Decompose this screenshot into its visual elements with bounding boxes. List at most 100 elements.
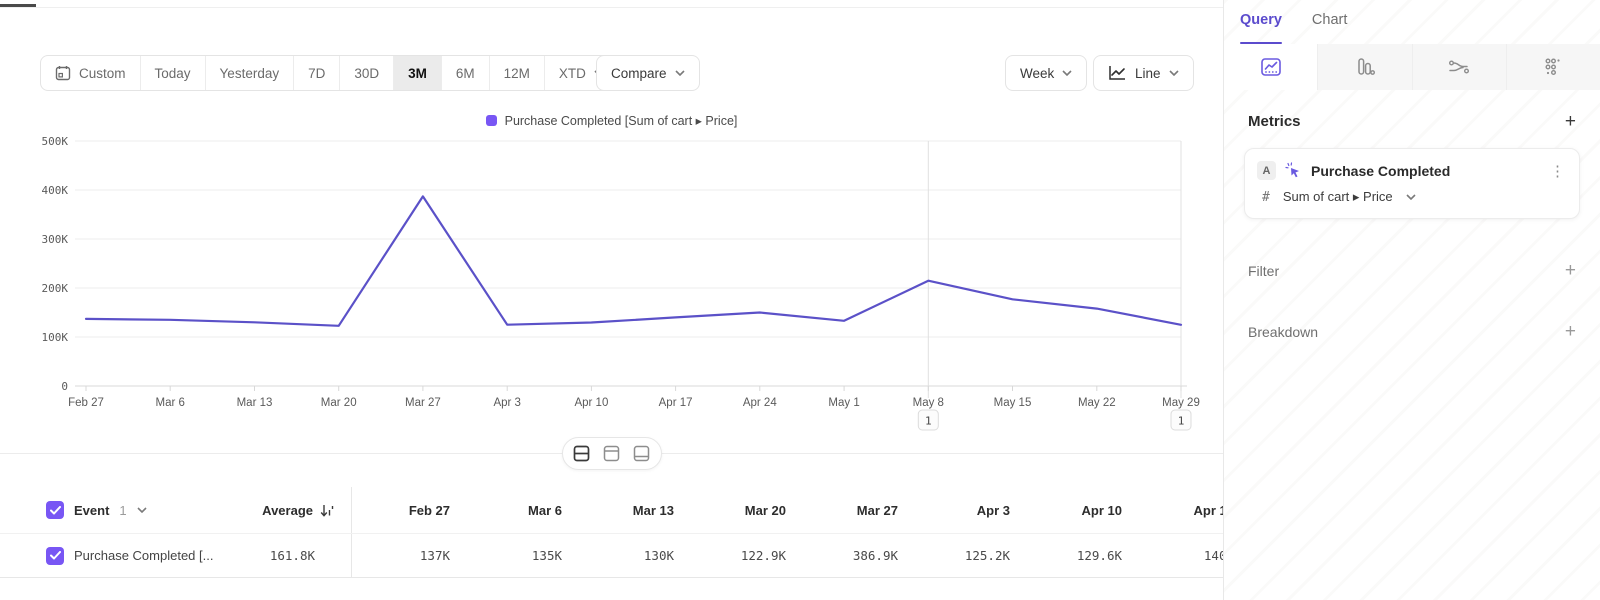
filter-section: Filter + bbox=[1224, 261, 1600, 280]
date-column-header: Apr 10 bbox=[1081, 502, 1122, 518]
row-name: Purchase Completed [... bbox=[74, 548, 214, 563]
date-column-header: Mar 13 bbox=[632, 502, 674, 518]
insights-icon bbox=[1260, 58, 1281, 76]
select-all-checkbox[interactable] bbox=[46, 501, 64, 519]
chart-legend: Purchase Completed [Sum of cart ▸ Price] bbox=[0, 113, 1223, 128]
svg-text:May 1: May 1 bbox=[828, 397, 859, 409]
line-chart[interactable]: 500K 400K 300K 200K 100K 0 1 1 Feb 27 Mar 6 Mar 13… bbox=[0, 130, 1223, 442]
date-column-header: Mar 27 bbox=[856, 502, 898, 518]
date-column-header: Apr 17 bbox=[1193, 502, 1223, 518]
tab-chart[interactable]: Chart bbox=[1311, 12, 1348, 28]
range-yesterday[interactable]: Yesterday bbox=[206, 56, 295, 90]
sort-descending-icon[interactable] bbox=[320, 503, 335, 518]
cell-value: 125.2K bbox=[964, 548, 1010, 563]
date-column-header: Feb 27 bbox=[408, 502, 450, 518]
range-custom[interactable]: Custom bbox=[41, 56, 141, 90]
breakdown-section: Breakdown + bbox=[1224, 322, 1600, 341]
cell-value: 130K bbox=[643, 548, 674, 563]
filter-label: Filter bbox=[1248, 262, 1280, 279]
report-type-funnels[interactable] bbox=[1317, 44, 1412, 90]
average-value: 161.8K bbox=[269, 548, 315, 563]
tab-query[interactable]: Query bbox=[1240, 12, 1282, 44]
panel-tabs: Query Chart bbox=[1224, 0, 1600, 44]
row-checkbox[interactable] bbox=[46, 546, 64, 565]
svg-text:Feb 27: Feb 27 bbox=[68, 397, 104, 409]
chevron-down-icon bbox=[674, 70, 685, 76]
breakdown-label: Breakdown bbox=[1248, 323, 1319, 340]
report-type-flows[interactable] bbox=[1411, 44, 1506, 90]
chevron-down-icon bbox=[1168, 70, 1179, 76]
add-filter-button[interactable]: + bbox=[1564, 260, 1576, 281]
range-3m[interactable]: 3M bbox=[394, 56, 442, 90]
metric-event-name: Purchase Completed bbox=[1311, 162, 1451, 179]
results-table: Event 1 Average Feb 27 Mar 6 Mar 13 M bbox=[0, 487, 1223, 578]
svg-text:May 29: May 29 bbox=[1162, 397, 1200, 409]
table-header-row: Event 1 Average Feb 27 Mar 6 Mar 13 M bbox=[0, 487, 1223, 533]
check-icon bbox=[49, 551, 61, 560]
series-swatch bbox=[485, 115, 497, 126]
split-view-icon bbox=[573, 445, 590, 462]
layout-toggle bbox=[561, 437, 662, 470]
svg-text:500K: 500K bbox=[42, 135, 69, 148]
event-column-label: Event bbox=[74, 502, 110, 518]
metrics-section-header: Metrics + bbox=[1224, 90, 1600, 131]
report-type-insights[interactable] bbox=[1224, 44, 1318, 90]
svg-text:Apr 24: Apr 24 bbox=[743, 397, 777, 409]
chevron-down-icon[interactable] bbox=[137, 507, 147, 513]
metrics-title: Metrics bbox=[1248, 113, 1301, 130]
metric-card: A Purchase Completed ⋮ # Sum of cart ▸ P… bbox=[1244, 148, 1580, 219]
report-type-retention[interactable] bbox=[1505, 44, 1600, 90]
range-7d[interactable]: 7D bbox=[294, 56, 341, 90]
granularity-button[interactable]: Week bbox=[1005, 55, 1088, 91]
svg-text:100K: 100K bbox=[42, 331, 69, 344]
date-column-header: Apr 3 bbox=[976, 502, 1010, 518]
average-header[interactable]: Average bbox=[262, 502, 313, 518]
numeric-property-icon: # bbox=[1262, 189, 1270, 205]
range-6m[interactable]: 6M bbox=[442, 56, 490, 90]
retention-icon bbox=[1545, 58, 1560, 75]
table-row: Purchase Completed [... 161.8K 137K 135K… bbox=[0, 533, 1223, 578]
chevron-down-icon bbox=[1406, 194, 1416, 200]
line-chart-icon bbox=[1109, 66, 1125, 80]
scroll-indicator bbox=[0, 4, 36, 7]
svg-text:0: 0 bbox=[61, 380, 68, 393]
layout-chart-only-button[interactable] bbox=[598, 440, 626, 467]
report-canvas: Custom Today Yesterday 7D 30D 3M 6M 12M … bbox=[0, 4, 1223, 578]
query-panel: Query Chart bbox=[1223, 0, 1600, 600]
compare-button[interactable]: Compare bbox=[596, 55, 700, 91]
svg-text:May 22: May 22 bbox=[1078, 397, 1116, 409]
svg-text:Mar 6: Mar 6 bbox=[155, 397, 184, 409]
svg-text:Mar 13: Mar 13 bbox=[237, 397, 273, 409]
bottom-panel-icon bbox=[633, 445, 650, 462]
date-range-picker: Custom Today Yesterday 7D 30D 3M 6M 12M … bbox=[40, 55, 619, 91]
aggregation-label: Sum of cart ▸ Price bbox=[1282, 189, 1393, 204]
range-30d[interactable]: 30D bbox=[340, 56, 395, 90]
cell-value: 140K bbox=[1203, 548, 1223, 563]
kebab-menu-icon[interactable]: ⋮ bbox=[1550, 162, 1565, 180]
chevron-down-icon bbox=[1062, 70, 1072, 76]
svg-text:1: 1 bbox=[1178, 415, 1185, 428]
svg-text:May 8: May 8 bbox=[913, 397, 944, 409]
add-breakdown-button[interactable]: + bbox=[1564, 321, 1576, 342]
layout-split-button[interactable] bbox=[567, 440, 596, 467]
range-today[interactable]: Today bbox=[141, 56, 206, 90]
legend-item[interactable]: Purchase Completed [Sum of cart ▸ Price] bbox=[485, 113, 738, 128]
svg-text:Mar 27: Mar 27 bbox=[405, 397, 441, 409]
top-panel-icon bbox=[603, 445, 620, 462]
date-column-header: Mar 6 bbox=[528, 502, 562, 518]
chart-type-button[interactable]: Line bbox=[1093, 55, 1194, 91]
cell-value: 135K bbox=[531, 548, 562, 563]
svg-text:Apr 10: Apr 10 bbox=[574, 397, 608, 409]
calendar-icon bbox=[55, 66, 71, 81]
flows-icon bbox=[1449, 60, 1470, 74]
top-divider bbox=[0, 7, 1223, 8]
svg-text:Apr 17: Apr 17 bbox=[659, 397, 693, 409]
add-metric-button[interactable]: + bbox=[1564, 111, 1576, 132]
cell-value: 129.6K bbox=[1076, 548, 1122, 563]
range-12m[interactable]: 12M bbox=[490, 56, 545, 90]
metric-aggregation-row[interactable]: # Sum of cart ▸ Price bbox=[1262, 189, 1565, 205]
metric-event-row[interactable]: A Purchase Completed ⋮ bbox=[1257, 161, 1565, 180]
frozen-columns: Event 1 Average bbox=[0, 487, 352, 533]
series-label: Purchase Completed [Sum of cart ▸ Price] bbox=[504, 114, 738, 128]
layout-table-only-button[interactable] bbox=[628, 440, 656, 467]
